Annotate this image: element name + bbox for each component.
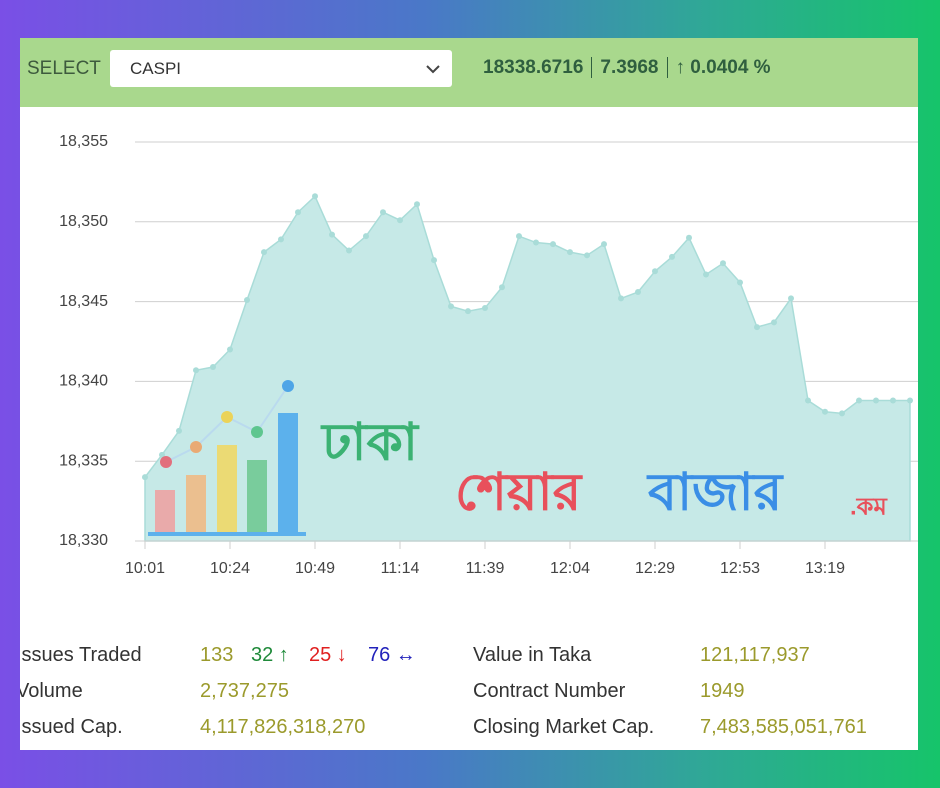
- point: [720, 260, 726, 267]
- x-tick-label: 12:04: [550, 560, 590, 577]
- y-tick-label: 18,340: [59, 373, 108, 390]
- point: [312, 193, 318, 200]
- stat-value: 121,117,937: [700, 644, 810, 666]
- x-tick-label: 13:19: [805, 560, 845, 577]
- stat-label: Closing Market Cap.: [473, 716, 655, 738]
- plot: 18,330 18,335 18,340 18,345 18,350 18,355 10:0…: [59, 133, 918, 577]
- x-tick-label: 10:24: [210, 560, 250, 577]
- point: [193, 367, 199, 374]
- point: [771, 319, 777, 326]
- point: [482, 304, 488, 311]
- x-tick-label: 12:29: [635, 560, 675, 577]
- point: [244, 297, 250, 304]
- stat-label: Issued Cap.: [20, 716, 123, 738]
- point: [448, 303, 454, 310]
- point: [601, 241, 607, 248]
- point: [635, 289, 641, 296]
- point: [567, 249, 573, 256]
- stat-label: Volume: [20, 680, 83, 702]
- point: [397, 217, 403, 224]
- logo-suffix: .কম: [850, 493, 888, 520]
- stat-up: 32 ↑: [251, 644, 289, 666]
- x-tick-label: 10:01: [125, 560, 165, 577]
- select-label: SELECT: [27, 58, 101, 79]
- change: 7.3968: [591, 57, 667, 78]
- chart: 18,330 18,335 18,340 18,345 18,350 18,355 10:0…: [59, 133, 918, 577]
- point: [788, 295, 794, 302]
- x-tick-label: 10:49: [295, 560, 335, 577]
- change-pct: ↑ 0.0404 %: [666, 57, 779, 78]
- x-tick-label: 11:14: [381, 560, 420, 577]
- x-tick-label: 12:53: [720, 560, 760, 577]
- point: [295, 209, 301, 216]
- point: [227, 346, 233, 353]
- stat-label: Contract Number: [473, 680, 626, 702]
- y-tick-label: 18,330: [59, 532, 108, 549]
- x-tick-label: 11:39: [466, 560, 505, 577]
- stat-label: Issues Traded: [20, 644, 142, 666]
- logo-icon: [148, 380, 306, 536]
- stat-value: 7,483,585,051,761: [700, 716, 867, 738]
- point: [516, 233, 522, 240]
- stat-value: 1949: [700, 680, 745, 702]
- header-bar: SELECT CASPI 18338.6716 7.3968 ↑ 0.0404 %: [20, 38, 918, 107]
- point: [686, 234, 692, 241]
- point: [431, 257, 437, 264]
- point: [890, 397, 896, 404]
- dropdown-arrow: [426, 65, 440, 74]
- point: [737, 279, 743, 286]
- point: [363, 233, 369, 240]
- point: [584, 252, 590, 259]
- stat-value: 133: [200, 644, 234, 666]
- index-stats: 18338.6716 7.3968 ↑ 0.0404 %: [483, 57, 779, 79]
- point: [652, 268, 658, 275]
- dropdown-text: CASPI: [130, 59, 182, 78]
- point: [856, 397, 862, 404]
- point: [873, 397, 879, 404]
- y-tick-label: 18,350: [59, 213, 108, 230]
- y-tick-label: 18,345: [59, 293, 108, 310]
- point: [465, 308, 471, 315]
- stat-unchanged: 76 ↔: [368, 644, 416, 666]
- stat-label: Value in Taka: [473, 644, 592, 666]
- point: [329, 231, 335, 238]
- point: [669, 253, 675, 260]
- y-tick-label: 18,355: [59, 133, 108, 150]
- point: [822, 408, 828, 415]
- y-tick-label: 18,335: [59, 452, 108, 469]
- point: [176, 427, 182, 434]
- point: [261, 249, 267, 256]
- logo-word: ঢাকা: [320, 414, 420, 472]
- stat-value: 4,117,826,318,270: [200, 716, 366, 738]
- point: [839, 410, 845, 417]
- point: [533, 239, 539, 246]
- logo-word: বাজার: [646, 464, 785, 522]
- point: [618, 295, 624, 302]
- point: [414, 201, 420, 208]
- point: [142, 474, 148, 481]
- point: [754, 324, 760, 331]
- point: [380, 209, 386, 216]
- stat-value: 2,737,275: [200, 680, 289, 702]
- dropdown[interactable]: CASPI: [110, 50, 452, 87]
- point: [346, 247, 352, 254]
- point: [210, 364, 216, 371]
- point: [159, 451, 165, 458]
- stat-down: 25 ↓: [309, 644, 347, 666]
- point: [907, 397, 913, 404]
- point: [278, 236, 284, 243]
- logo-word: শেয়ার: [455, 464, 584, 522]
- point: [550, 241, 556, 248]
- point: [805, 397, 811, 404]
- index-value: 18338.6716: [483, 57, 584, 78]
- point: [499, 284, 505, 291]
- point: [703, 271, 709, 278]
